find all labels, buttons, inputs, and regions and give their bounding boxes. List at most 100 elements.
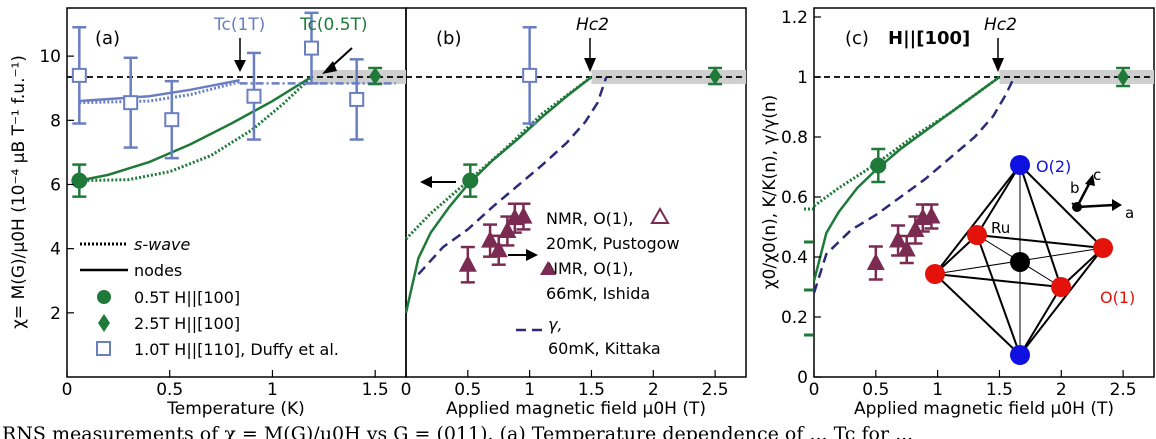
panel-b-point-diamond bbox=[709, 67, 722, 86]
panel-c-xtick-label: 1.5 bbox=[986, 380, 1013, 400]
panel-a-point-square bbox=[303, 40, 319, 56]
axis-ticks: 0 0.5 1 1.5 2 4 6 8 10 0 0.5 1 1.5 2 2.5 0 0.5 1 1.5 2 2.5 0 0… bbox=[39, 8, 1136, 400]
panel-b-xlabel: Applied magnetic field μ0H (T) bbox=[446, 399, 706, 419]
panel-b-xtick-label: 1 bbox=[524, 380, 535, 400]
panel-b-label: (b) bbox=[436, 28, 461, 49]
normal-state-bands bbox=[67, 69, 1154, 84]
panel-c-ytick-label: 0.2 bbox=[781, 308, 808, 328]
panel-c-ytick-label: 0.8 bbox=[781, 128, 808, 148]
panel-a-xtick-label: 0 bbox=[62, 380, 73, 400]
legend-swave-text: s-wave bbox=[134, 235, 190, 254]
panel-c-point-circle bbox=[870, 157, 887, 174]
panel-a-point-square bbox=[246, 88, 262, 104]
legend-duffy-marker bbox=[96, 341, 111, 356]
panel-b-frame bbox=[405, 7, 747, 378]
panel-a-xtick-label: 1.5 bbox=[362, 380, 389, 400]
panel-c-curve-s-wave bbox=[813, 75, 1001, 208]
panel-b-xtick-label: 0 bbox=[401, 380, 412, 400]
arrow-hc2-c-head bbox=[992, 58, 1004, 72]
annotation-hc2-c: Hc2 bbox=[984, 15, 1017, 35]
legend-b-ishida-marker bbox=[540, 261, 556, 275]
panel-a-xtick-label: 0.5 bbox=[156, 380, 183, 400]
panel-c-title: H||[100] bbox=[888, 28, 970, 49]
panel-c-xtick-label: 0 bbox=[809, 380, 820, 400]
panel-c-ytick-label: 0.4 bbox=[781, 248, 808, 268]
panel-a-point-square bbox=[349, 91, 365, 107]
legend-25t-marker bbox=[98, 314, 110, 332]
panel-c-point-triangle bbox=[922, 206, 941, 224]
panel-a-point-diamond bbox=[369, 67, 382, 86]
panel-c-xlabel: Applied magnetic field μ0H (T) bbox=[854, 399, 1114, 419]
label-o2: O(2) bbox=[1036, 157, 1071, 176]
panel-a-ytick-label: 6 bbox=[50, 175, 61, 195]
legend-b-nmr1-line2: 20mK, Pustogow bbox=[546, 234, 680, 253]
arrow-left-b-head bbox=[420, 176, 432, 188]
data-points bbox=[71, 11, 1131, 284]
legend-05t-marker bbox=[97, 290, 111, 304]
arrow-tc-05t-head bbox=[322, 61, 337, 74]
panel-a-point-square bbox=[123, 95, 139, 111]
panel-b-curve-s-wave bbox=[404, 75, 593, 241]
panel-b-point-square bbox=[522, 67, 538, 83]
panel-c-xtick-label: 2 bbox=[1056, 380, 1067, 400]
panel-c-curve-- bbox=[812, 76, 1016, 294]
legend-b-pustogow-marker bbox=[650, 206, 670, 224]
label-b: b bbox=[1070, 179, 1080, 197]
atom-o1 bbox=[1051, 277, 1071, 297]
panel-a-point-circle bbox=[71, 172, 88, 189]
panel-c-point-triangle bbox=[897, 239, 916, 257]
panel-a-point-square bbox=[71, 67, 87, 83]
panel-c-ytick-label: 1.2 bbox=[781, 8, 808, 28]
panel-c-point-triangle bbox=[889, 230, 908, 248]
legend-b-nmr2-line1: NMR, O(1), bbox=[546, 259, 633, 278]
panel-b-point-triangle bbox=[514, 206, 533, 224]
panel-b-xtick-label: 0.5 bbox=[454, 380, 481, 400]
panel-a-curve-nodes bbox=[79, 75, 313, 182]
legend-b-nmr2-line2: 66mK, Ishida bbox=[546, 284, 650, 303]
panel-b-point-triangle bbox=[481, 230, 500, 248]
atom-o1 bbox=[925, 264, 945, 284]
atom-o2-top bbox=[1010, 155, 1030, 175]
annotation-hc2-b: Hc2 bbox=[576, 15, 609, 35]
annotation-tc-1t: Tc(1T) bbox=[213, 15, 265, 35]
panel-a-ytick-label: 10 bbox=[39, 47, 61, 67]
panel-c-xtick-label: 1 bbox=[932, 380, 943, 400]
axes-triad: c b a bbox=[1070, 166, 1134, 222]
panel-c-ytick-label: 0 bbox=[797, 368, 808, 388]
panel-b-xtick-label: 2.5 bbox=[702, 380, 729, 400]
arrow-right-b-head bbox=[526, 249, 538, 261]
panel-c-xtick-label: 0.5 bbox=[862, 380, 889, 400]
panel-b-point-circle bbox=[462, 172, 479, 189]
atom-o1 bbox=[967, 225, 987, 245]
annotation-tc-05t: Tc(0.5T) bbox=[299, 15, 368, 35]
panel-c-ytick-label: 1 bbox=[797, 68, 808, 88]
panel-b-curve-nodes bbox=[404, 76, 593, 314]
panel-a-curve-1-0t-s-wave bbox=[79, 80, 240, 105]
panel-a-ytick-label: 4 bbox=[50, 240, 61, 260]
panel-a-curve-1-0t-nodes bbox=[79, 78, 240, 103]
panel-a-xtick-label: 1 bbox=[267, 380, 278, 400]
crystal-structure-inset: O(2) Ru O(1) c b a bbox=[925, 155, 1135, 365]
label-a: a bbox=[1125, 204, 1134, 222]
panel-c-ytick-label: 0.6 bbox=[781, 188, 808, 208]
panel-b-point-triangle bbox=[458, 254, 477, 272]
panel-a-curve-s-wave bbox=[79, 75, 313, 183]
panel-c-point-triangle bbox=[866, 253, 885, 270]
panel-b-curve--60mk-kittaka bbox=[417, 76, 608, 276]
octahedron-bonds bbox=[934, 164, 1104, 356]
panel-b-xtick-label: 2 bbox=[648, 380, 659, 400]
panel-a-ytick-label: 8 bbox=[50, 111, 61, 131]
atom-ru bbox=[1010, 252, 1030, 272]
arrow-hc2-b-head bbox=[584, 58, 596, 72]
legend-b-nmr1-line1: NMR, O(1), bbox=[546, 209, 633, 228]
legend-b: NMR, O(1), 20mK, Pustogow NMR, O(1), 66m… bbox=[516, 206, 680, 358]
panel-b-xtick-label: 1.5 bbox=[578, 380, 605, 400]
panel-b-point-triangle bbox=[489, 240, 508, 258]
panel-a-point-square bbox=[164, 112, 180, 128]
atom-o2-bottom bbox=[1010, 345, 1030, 365]
panel-c-xtick-label: 2.5 bbox=[1110, 380, 1137, 400]
panel-a-ylabel: χ= M(G)/μ0H (10⁻⁴ μB T⁻¹ f.u.⁻¹) bbox=[9, 55, 29, 329]
label-o1: O(1) bbox=[1100, 288, 1135, 307]
atom-o1 bbox=[1093, 238, 1113, 258]
